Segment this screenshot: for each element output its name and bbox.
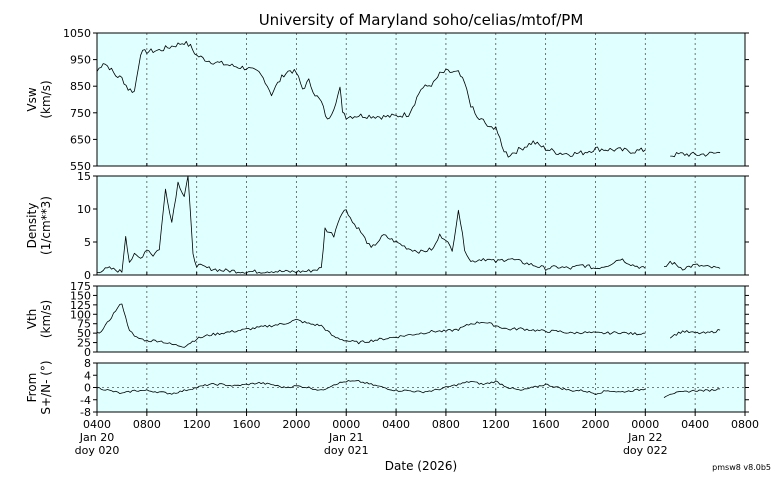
x-tick-label: 0000: [631, 418, 659, 431]
vth-series-line-2: [669, 329, 721, 339]
x-tick-label: 2000: [282, 418, 310, 431]
y-tick-label: 150: [70, 289, 91, 302]
x-doy-label: doy 021: [324, 444, 369, 457]
density-y-axis-label: Density: [25, 203, 39, 249]
vsw-y-axis-label: Vsw: [25, 87, 39, 111]
x-tick-label: 1600: [233, 418, 261, 431]
from-series-line-2: [663, 388, 721, 398]
vth-series-line-1: [96, 303, 646, 348]
from-y-axis-label: S+/N- (°): [39, 360, 53, 414]
panel-background: [97, 286, 745, 352]
x-tick-label: 0400: [382, 418, 410, 431]
x-tick-label: 0000: [332, 418, 360, 431]
y-tick-label: 850: [70, 80, 91, 93]
y-tick-label: 0: [84, 382, 91, 395]
from-series-line-1: [96, 380, 646, 395]
x-doy-label: doy 022: [623, 444, 668, 457]
x-tick-label: 1200: [482, 418, 510, 431]
x-tick-label: 1200: [183, 418, 211, 431]
panel-density: 0 5 10 15 Density (1/cm**3): [25, 170, 749, 282]
y-tick-label: 175: [70, 280, 91, 293]
y-tick-label: 4: [84, 369, 91, 382]
y-tick-label: 10: [77, 203, 91, 216]
vsw-y-axis-label: (km/s): [39, 80, 53, 118]
panel-background: [97, 176, 745, 275]
panel-frame: [96, 285, 746, 353]
y-tick-label: 0: [84, 269, 91, 282]
density-series-line-2: [664, 260, 721, 271]
from-y-axis-label: From: [25, 373, 39, 403]
density-y-axis-label: (1/cm**3): [39, 196, 53, 255]
y-tick-label: 650: [70, 133, 91, 146]
x-date-label: Jan 20: [79, 431, 114, 444]
x-tick-label: 2000: [581, 418, 609, 431]
panel-background: [97, 33, 745, 166]
y-tick-label: 15: [77, 170, 91, 183]
x-tick-label: 0800: [133, 418, 161, 431]
x-tick-label: 1600: [532, 418, 560, 431]
y-tick-label: 125: [70, 299, 91, 312]
y-tick-label: 1050: [63, 27, 91, 40]
y-tick-label: -8: [80, 406, 91, 419]
y-tick-label: 0: [84, 346, 91, 359]
y-tick-label: 100: [70, 308, 91, 321]
x-doy-label: doy 020: [75, 444, 120, 457]
vth-y-axis-label: (km/s): [39, 300, 53, 338]
x-date-label: Jan 22: [627, 431, 662, 444]
version-label: pmsw8 v8.0b5: [712, 463, 771, 472]
panel-frame: [96, 32, 746, 167]
panel-vsw: 550 650 750 850 950 1050 Vsw (km/s): [25, 27, 749, 173]
x-axis-label: Date (2026): [385, 459, 457, 473]
x-tick-label: 0800: [432, 418, 460, 431]
y-tick-label: 50: [77, 327, 91, 340]
y-tick-label: 5: [84, 236, 91, 249]
y-tick-label: 550: [70, 160, 91, 173]
y-tick-label: -4: [80, 394, 91, 407]
chart-title: University of Maryland soho/celias/mtof/…: [259, 11, 584, 29]
y-tick-label: 750: [70, 107, 91, 120]
vsw-series-line-2: [670, 151, 721, 158]
x-tick-label: 0800: [731, 418, 759, 431]
x-tick-label: 0400: [83, 418, 111, 431]
y-tick-label: 8: [84, 357, 91, 370]
y-tick-label: 25: [77, 337, 91, 350]
y-tick-label: 75: [77, 318, 91, 331]
vth-y-axis-label: Vth: [25, 309, 39, 330]
x-tick-label: 0400: [681, 418, 709, 431]
vsw-series-line-1: [96, 41, 646, 158]
x-date-label: Jan 21: [328, 431, 363, 444]
panel-frame: [96, 175, 746, 276]
y-tick-label: 950: [70, 54, 91, 67]
